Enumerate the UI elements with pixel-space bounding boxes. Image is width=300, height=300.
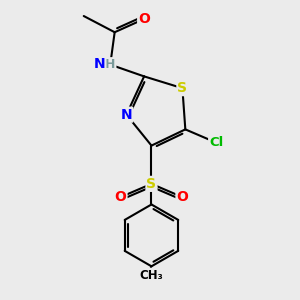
Text: O: O: [115, 190, 127, 204]
Text: CH₃: CH₃: [140, 268, 163, 282]
Text: S: S: [146, 177, 157, 191]
Text: N: N: [94, 57, 106, 71]
Text: N: N: [121, 108, 132, 122]
Text: O: O: [138, 12, 150, 26]
Text: S: S: [177, 81, 188, 95]
Text: H: H: [105, 58, 116, 71]
Text: Cl: Cl: [209, 136, 224, 149]
Text: O: O: [176, 190, 188, 204]
